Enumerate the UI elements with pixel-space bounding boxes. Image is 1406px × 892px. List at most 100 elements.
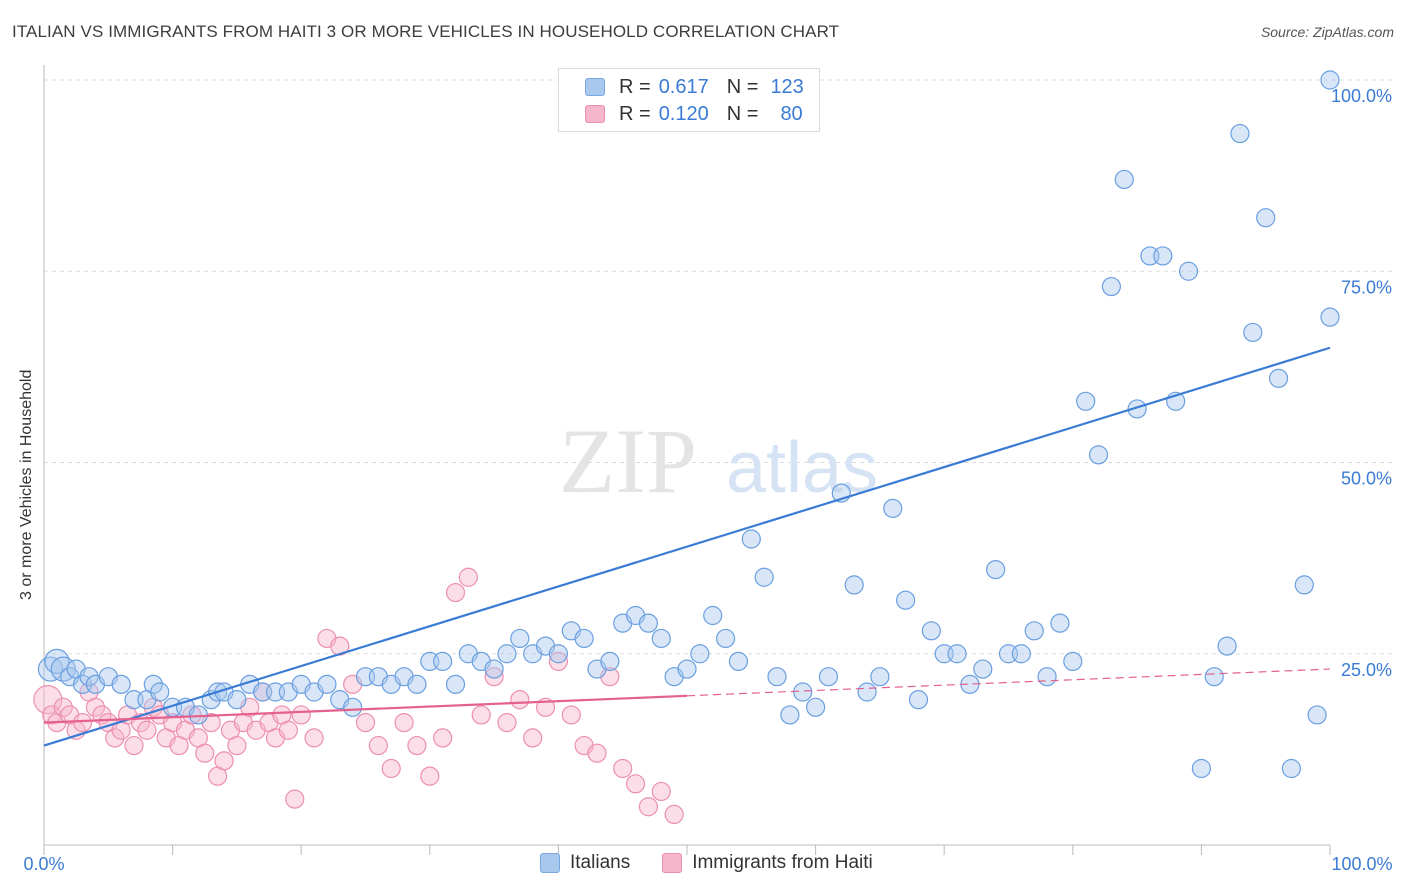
trend-line-italians (43, 346, 1331, 747)
data-point-italians (896, 590, 916, 610)
data-point-haiti (394, 712, 414, 733)
data-point-haiti (420, 766, 440, 786)
data-point-haiti (638, 797, 659, 817)
data-point-haiti (458, 567, 478, 587)
data-point-italians (870, 667, 890, 687)
data-point-italians (600, 651, 620, 672)
data-point-italians (433, 651, 453, 672)
data-point-italians (973, 659, 993, 679)
data-point-haiti (445, 582, 466, 603)
legend-swatch-haiti (662, 853, 683, 873)
data-point-haiti (72, 712, 93, 733)
data-point-haiti (664, 804, 684, 825)
data-point-haiti (613, 758, 633, 779)
data-point-italians (857, 682, 877, 702)
data-point-haiti (137, 720, 157, 740)
trend-lines (43, 346, 1331, 747)
data-point-italians (1063, 651, 1083, 672)
legend-swatch-italians (540, 853, 560, 873)
legend-swatch-pink (585, 105, 605, 123)
watermark-zip: ZIP (559, 410, 697, 512)
grid-lines (44, 79, 1392, 655)
data-point-italians (1076, 391, 1096, 411)
data-point-italians (883, 498, 903, 518)
data-point-haiti (625, 774, 646, 794)
legend-item-italians[interactable]: Italians (540, 852, 630, 874)
series-legend: Italians Immigrants from Haiti (540, 852, 905, 874)
data-point-italians (1320, 70, 1340, 90)
x-tick-label: 100.0% (1331, 854, 1392, 874)
data-point-italians (728, 651, 749, 672)
data-point-italians (715, 628, 736, 649)
data-point-italians (1243, 322, 1263, 343)
data-point-haiti (407, 735, 427, 756)
data-point-italians (510, 628, 530, 649)
data-point-italians (1268, 368, 1289, 388)
data-point-haiti (561, 705, 581, 725)
data-point-italians (497, 644, 517, 664)
data-point-haiti (278, 720, 298, 740)
data-point-italians (1320, 307, 1340, 327)
data-point-italians (754, 567, 774, 587)
data-point-italians (1127, 399, 1147, 419)
data-point-italians (677, 659, 697, 679)
data-point-italians (1256, 208, 1276, 228)
data-point-italians (1037, 667, 1057, 687)
data-point-haiti (85, 697, 106, 717)
legend-r-value: 0.120 (658, 102, 709, 125)
tick-labels: 25.0% 50.0% 75.0% 100.0% 0.0% 100.0% (23, 86, 1392, 874)
trend-line-haiti-extension (686, 668, 1331, 697)
data-point-haiti (368, 735, 388, 756)
data-point-haiti (523, 728, 543, 748)
data-point-haiti (651, 781, 671, 802)
legend-item-haiti[interactable]: Immigrants from Haiti (662, 852, 873, 874)
data-point-italians (638, 613, 659, 633)
data-point-italians (1153, 246, 1173, 266)
data-point-haiti (587, 743, 607, 763)
data-point-italians (805, 697, 826, 717)
data-point-haiti (227, 735, 247, 756)
data-point-italians (1024, 621, 1044, 641)
y-axis-label: 3 or more Vehicles in Household (18, 369, 35, 600)
legend-label-haiti: Immigrants from Haiti (692, 852, 873, 873)
source-label: Source: ZipAtlas.com (1260, 24, 1394, 40)
chart-title: ITALIAN VS IMMIGRANTS FROM HAITI 3 OR MO… (12, 22, 840, 41)
data-point-italians (79, 667, 99, 687)
legend-n-label: N = (726, 102, 759, 125)
data-point-italians (1230, 123, 1250, 144)
y-tick-label: 75.0% (1341, 277, 1392, 297)
series-italians-points (37, 70, 1340, 779)
data-point-haiti (381, 758, 401, 779)
data-point-italians (445, 674, 466, 694)
data-point-italians (921, 621, 941, 641)
data-point-italians (1011, 644, 1031, 664)
data-point-italians (1204, 667, 1224, 687)
legend-label-italians: Italians (570, 852, 631, 873)
data-point-italians (780, 705, 800, 725)
data-point-italians (1281, 758, 1302, 779)
data-point-italians (574, 628, 594, 649)
data-point-italians (227, 690, 247, 710)
legend-n-label: N = (726, 75, 759, 98)
data-point-haiti (285, 789, 305, 809)
data-point-italians (407, 674, 427, 694)
data-point-italians (150, 682, 170, 702)
data-point-haiti (355, 712, 376, 733)
data-point-haiti (182, 705, 202, 725)
data-point-italians (818, 667, 839, 687)
data-point-italians (548, 644, 569, 664)
data-point-italians (1191, 758, 1212, 779)
watermark: ZIP atlas (559, 410, 878, 512)
data-point-haiti (304, 728, 324, 748)
data-point-italians (1050, 613, 1070, 633)
data-point-haiti (433, 728, 453, 748)
data-point-haiti (124, 735, 144, 756)
data-point-haiti (510, 690, 530, 710)
data-point-italians (1307, 705, 1327, 725)
data-point-italians (317, 674, 337, 694)
legend-n-value: 80 (780, 102, 803, 125)
data-point-italians (1178, 261, 1199, 281)
data-point-italians (844, 575, 864, 595)
legend-n-value: 123 (770, 75, 804, 98)
data-point-haiti (291, 705, 311, 725)
